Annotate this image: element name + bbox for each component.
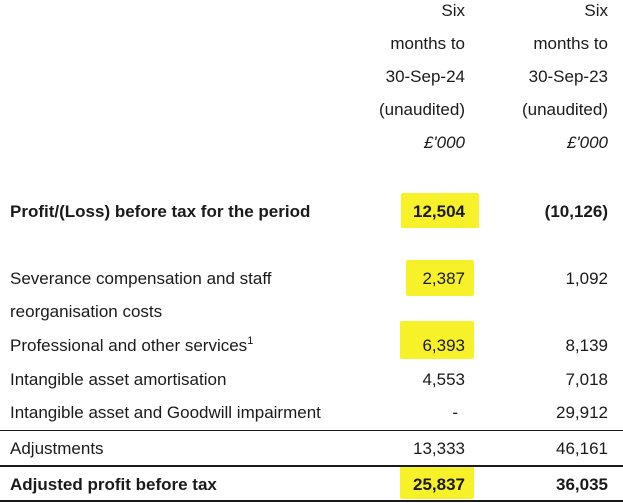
row-label-adjusted-profit: Adjusted profit before tax (10, 475, 217, 494)
col2-header-line3: 30-Sep-23 (528, 67, 608, 86)
divider-total-bottom (0, 500, 623, 502)
row-label-goodwill-impairment: Intangible asset and Goodwill impairment (10, 403, 321, 422)
row-value-professional-services-2023: 8,139 (565, 336, 608, 355)
row-value-intangible-amortisation-2024: 4,553 (422, 370, 465, 389)
row-value-adjustments-2023: 46,161 (556, 439, 608, 458)
divider-adjustments-top (0, 430, 623, 431)
col2-header-line1: Six (584, 1, 608, 20)
row-value-goodwill-impairment-2024: - (452, 403, 458, 422)
row-label-severance-line2: reorganisation costs (10, 302, 163, 321)
highlight-severance (406, 260, 474, 296)
col1-header-line4: (unaudited) (378, 100, 465, 119)
highlight-profit-before-tax (401, 193, 479, 228)
col1-header-line3: 30-Sep-24 (385, 67, 465, 86)
row-value-profit-before-tax-2024: 12,504 (413, 202, 465, 221)
highlight-adjusted-profit (400, 465, 474, 499)
col2-header-line2: months to (533, 34, 608, 53)
col2-header-line4: (unaudited) (521, 100, 608, 119)
row-value-severance-2023: 1,092 (565, 269, 608, 288)
row-value-professional-services-2024: 6,393 (422, 336, 465, 355)
row-value-severance-2024: 2,387 (422, 269, 465, 288)
row-value-adjusted-profit-2023: 36,035 (556, 475, 608, 494)
col1-header-unit: £'000 (423, 133, 465, 152)
col1-header-line1: Six (441, 1, 465, 20)
row-value-profit-before-tax-2023: (10,126) (544, 202, 608, 221)
divider-total-top (0, 465, 623, 467)
row-label-professional-services: Professional and other services1 (10, 336, 253, 356)
footnote-marker: 1 (247, 335, 254, 347)
highlight-professional-services (400, 321, 474, 359)
row-value-goodwill-impairment-2023: 29,912 (556, 403, 608, 422)
row-value-adjustments-2024: 13,333 (413, 439, 465, 458)
row-label-profit-before-tax: Profit/(Loss) before tax for the period (10, 202, 311, 221)
row-label-adjustments: Adjustments (10, 439, 104, 458)
col2-header-unit: £'000 (566, 133, 608, 152)
col1-header-line2: months to (390, 34, 465, 53)
row-value-intangible-amortisation-2023: 7,018 (565, 370, 608, 389)
row-value-adjusted-profit-2024: 25,837 (413, 475, 465, 494)
row-label-intangible-amortisation: Intangible asset amortisation (10, 370, 227, 389)
row-label-severance: Severance compensation and staff (10, 269, 272, 288)
row-label-professional-services-text: Professional and other services (10, 336, 248, 355)
